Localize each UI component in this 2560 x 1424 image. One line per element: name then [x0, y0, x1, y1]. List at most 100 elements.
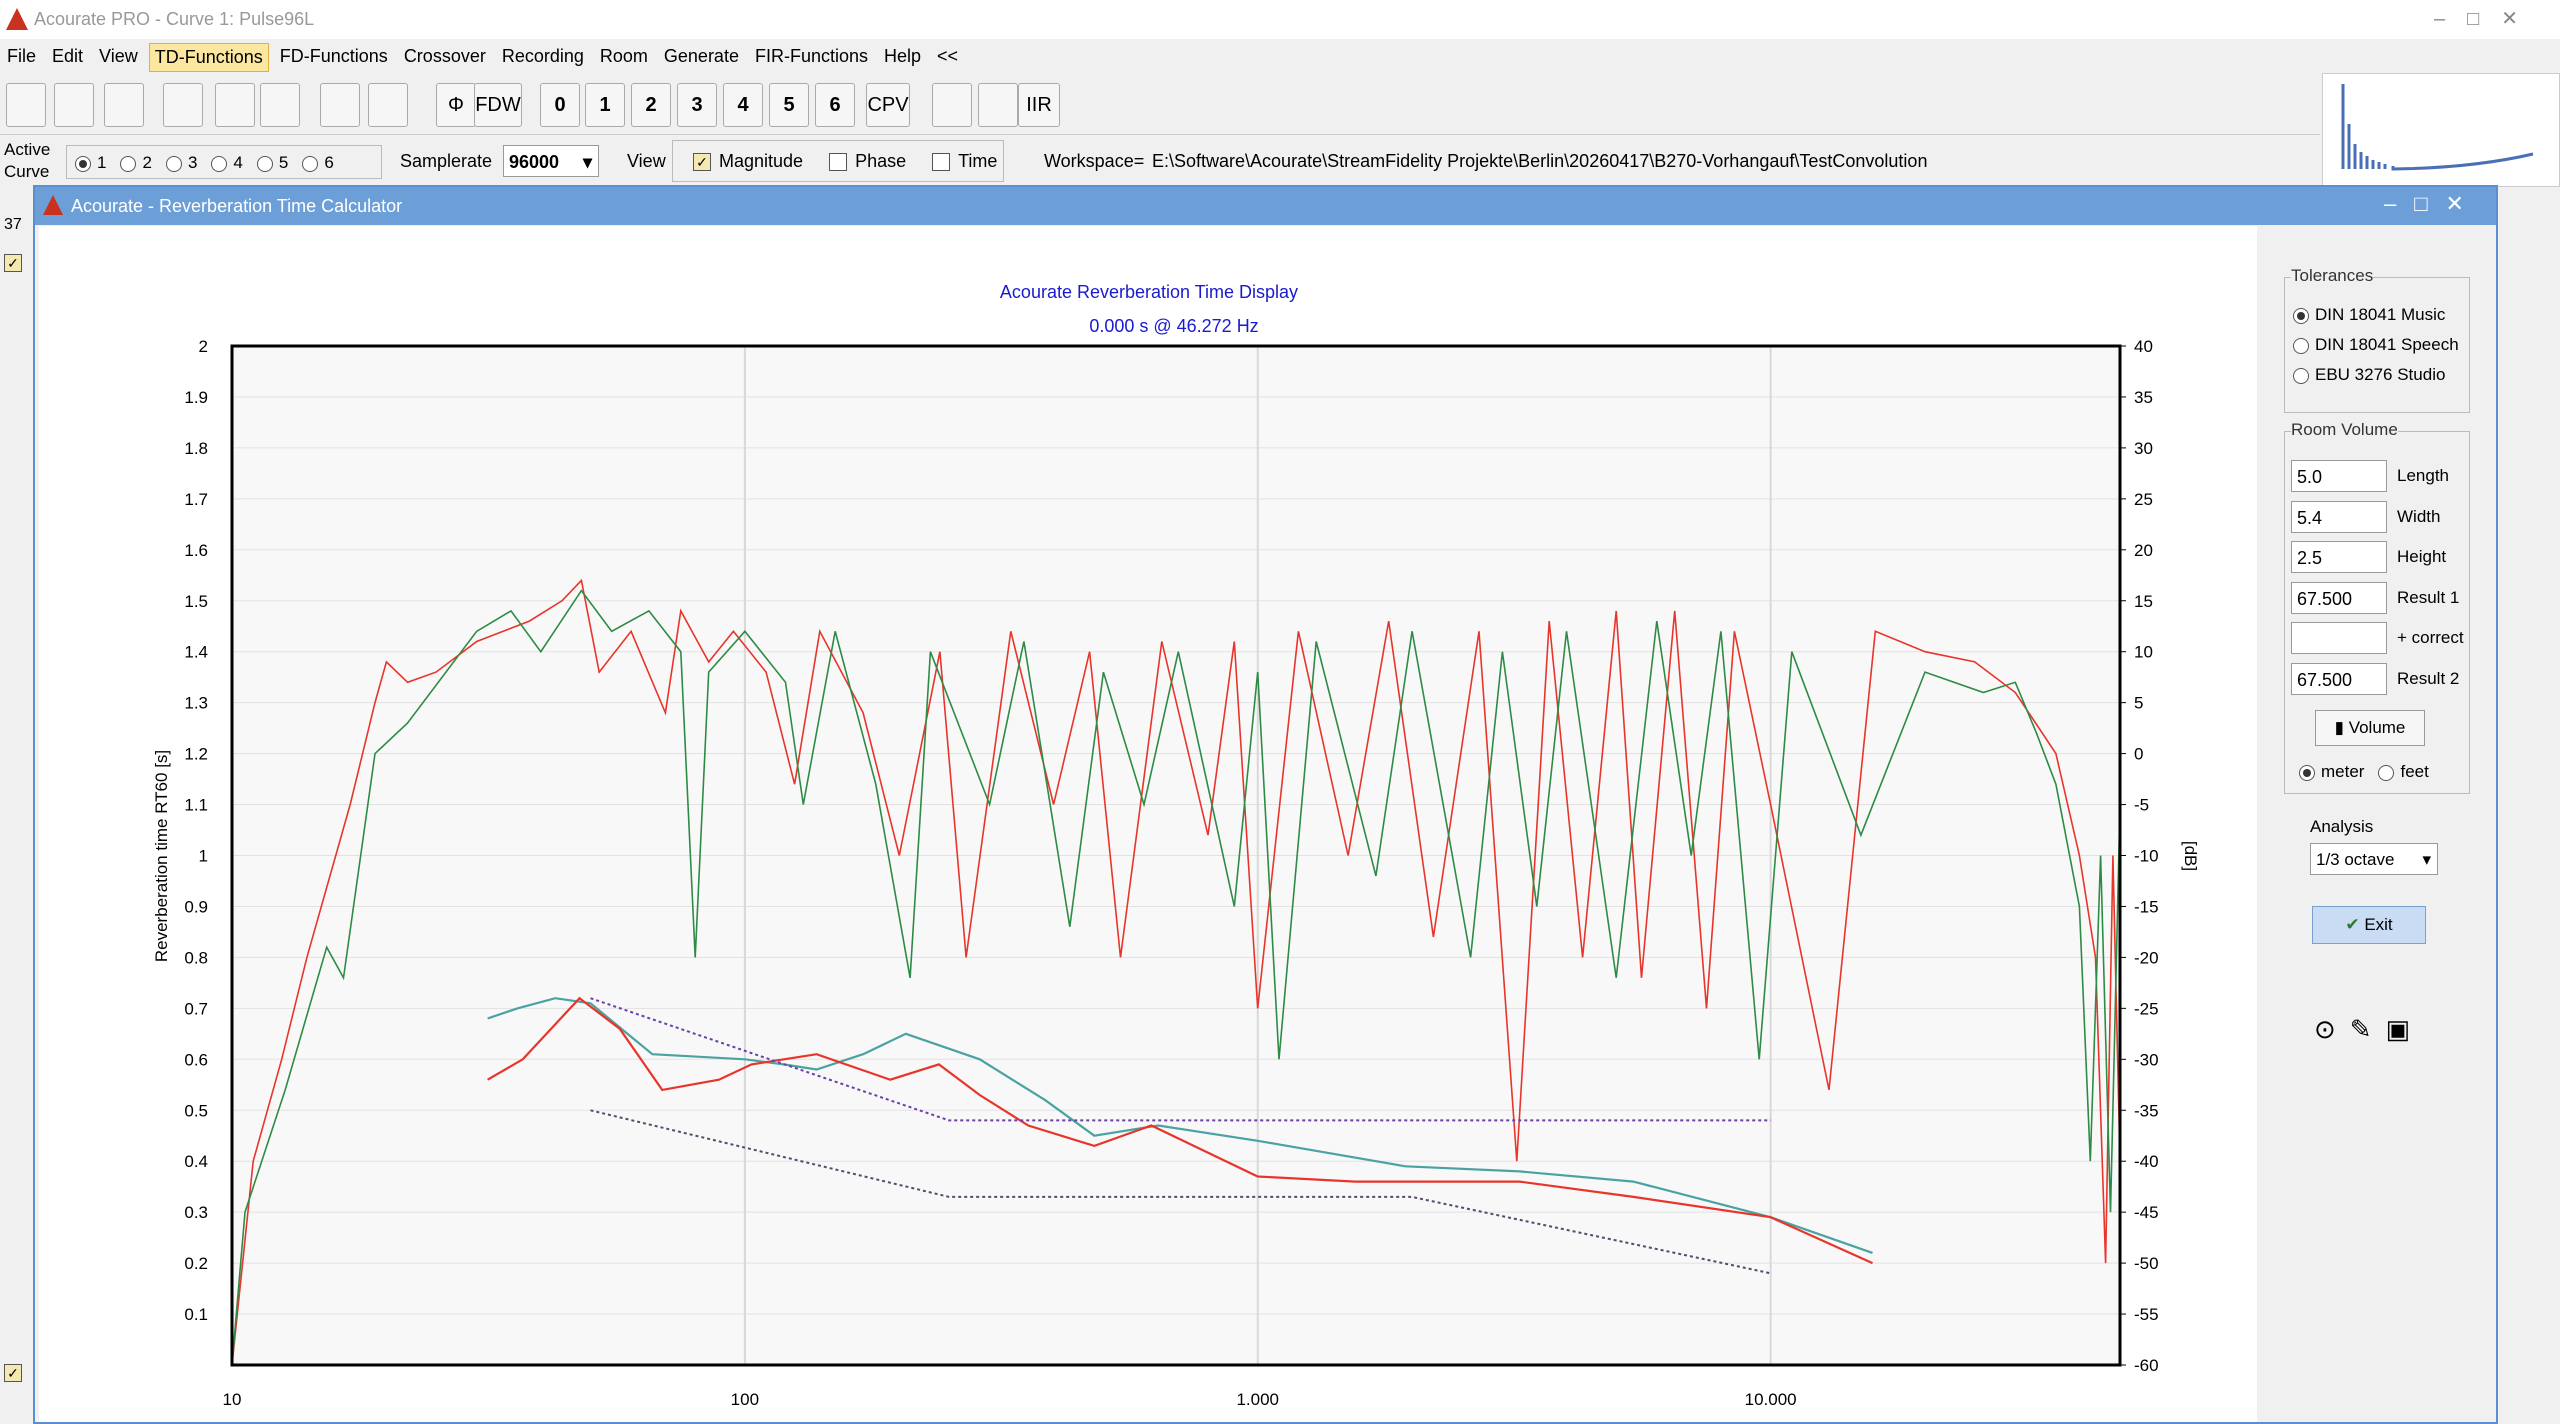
x-tick-label: 10	[223, 1390, 242, 1409]
tool-icon[interactable]	[54, 83, 94, 127]
tolerance-label: EBU 3276 Studio	[2315, 365, 2446, 384]
unit-label: meter	[2321, 762, 2365, 781]
exit-button[interactable]: ✔ Exit	[2312, 906, 2426, 944]
tool-button[interactable]: 6	[815, 83, 855, 127]
radio-dot	[302, 155, 319, 172]
analysis-select[interactable]: 1/3 octave ▾	[2310, 843, 2438, 875]
tool-button[interactable]: 2	[631, 83, 671, 127]
samplerate-select[interactable]: 96000 ▾	[503, 145, 599, 177]
curve-radio[interactable]: 3	[165, 153, 197, 172]
menu-item[interactable]: TD-Functions	[148, 43, 269, 72]
field-value: 2.5	[2297, 548, 2323, 568]
curve-label: 2	[142, 153, 152, 172]
menu-item[interactable]: <<	[937, 46, 959, 66]
radio-dot	[211, 155, 228, 172]
tool-button[interactable]: 1	[585, 83, 625, 127]
menu-item[interactable]: Recording	[501, 46, 584, 66]
y-tick-label: 1.3	[184, 694, 208, 713]
menu-item[interactable]: Crossover	[403, 46, 486, 66]
curve-radio[interactable]: 6	[302, 153, 334, 172]
view-option[interactable]: Phase	[829, 151, 906, 172]
curve-label: 6	[324, 153, 334, 172]
x-tick-label: 1.000	[1236, 1390, 1279, 1409]
curve-label: 1	[97, 153, 107, 172]
field-input[interactable]: 5.4	[2291, 500, 2387, 533]
volume-button[interactable]: ▮ Volume	[2315, 710, 2425, 746]
y2-tick-label: -50	[2134, 1254, 2159, 1273]
series-line	[232, 589, 2120, 1365]
field-input[interactable]: 2.5	[2291, 541, 2387, 573]
y-tick-label: 0.8	[184, 948, 208, 967]
menu-item[interactable]: Help	[884, 46, 922, 66]
y2-tick-label: -25	[2134, 999, 2159, 1018]
preview-thumbnail[interactable]	[2322, 73, 2560, 187]
view-option[interactable]: ✓ Magnitude	[693, 151, 803, 172]
unit-option[interactable]: meter	[2299, 762, 2364, 781]
tool-icon[interactable]	[932, 83, 972, 127]
chart: 0.1 0.2 0.3 0.4 0.5 0.6 0.7 0.8 0.9 1 1.1 1.2 1.3 1.4…	[39, 226, 2257, 1422]
curve-radio[interactable]: 1	[75, 153, 106, 172]
curve-radio[interactable]: 2	[120, 153, 152, 172]
dialog-controls[interactable]: –□✕	[2384, 191, 2482, 216]
menu-item[interactable]: FIR-Functions	[754, 46, 868, 66]
exit-label: Exit	[2364, 915, 2393, 934]
menu-item[interactable]: FD-Functions	[279, 46, 388, 66]
menu-item[interactable]: Room	[599, 46, 648, 66]
tool-button[interactable]: IIR	[1018, 83, 1060, 127]
tool-button[interactable]: 0	[540, 83, 580, 127]
field-input[interactable]	[2291, 622, 2387, 654]
tool-icon[interactable]	[104, 83, 144, 127]
side-checkbox[interactable]: ✓	[4, 1364, 22, 1382]
y2-tick-label: -60	[2134, 1356, 2159, 1375]
tool-icon[interactable]	[320, 83, 360, 127]
y2-tick-label: 35	[2134, 388, 2153, 407]
y-tick-label: 0.2	[184, 1254, 208, 1273]
volume-button-label: Volume	[2348, 718, 2406, 737]
curve-label: 4	[233, 153, 243, 172]
field-input[interactable]: 5.0	[2291, 460, 2387, 492]
tool-icons[interactable]: ⊙✎▣	[2314, 1014, 2425, 1044]
unit-option[interactable]: feet	[2378, 762, 2429, 781]
y-tick-label: 2	[199, 337, 208, 356]
tool-button[interactable]: 5	[769, 83, 809, 127]
workspace-path: E:\Software\Acourate\StreamFidelity Proj…	[1152, 151, 1928, 171]
tolerance-option[interactable]: DIN 18041 Music	[2293, 300, 2459, 330]
tool-icon[interactable]	[260, 83, 300, 127]
y-tick-label: 1.6	[184, 541, 208, 560]
curve-row: Active Curve 1 2 3 4 5 6 Samplerate 96000 ▾ Vi…	[0, 137, 2320, 185]
view-option[interactable]: Time	[932, 151, 997, 172]
side-checkbox[interactable]: ✓	[4, 254, 22, 272]
curve-radio[interactable]: 5	[256, 153, 288, 172]
window-controls[interactable]: –□✕	[2434, 8, 2540, 30]
curve-radio[interactable]: 4	[211, 153, 243, 172]
field-input[interactable]: 67.500	[2291, 581, 2387, 614]
menu-item[interactable]: View	[99, 46, 138, 66]
tolerance-option[interactable]: DIN 18041 Speech	[2293, 330, 2459, 360]
field-input[interactable]: 67.500	[2291, 662, 2387, 695]
tolerance-option[interactable]: EBU 3276 Studio	[2293, 360, 2459, 390]
preview-curve	[2341, 84, 2534, 171]
tool-icon[interactable]	[368, 83, 408, 127]
radio-dot	[256, 155, 273, 172]
radio-dot	[75, 155, 91, 172]
field-label: Height	[2397, 547, 2447, 566]
menu-item[interactable]: Edit	[52, 46, 84, 66]
menu-item[interactable]: Generate	[663, 46, 739, 66]
y2-tick-label: -5	[2134, 796, 2149, 815]
tool-button[interactable]: CPV	[866, 83, 910, 127]
y2-tick-label: 25	[2134, 490, 2153, 509]
y-tick-label: 1.5	[184, 592, 208, 611]
tool-button[interactable]: 3	[677, 83, 717, 127]
y2-tick-label: 5	[2134, 694, 2143, 713]
tool-button[interactable]: 4	[723, 83, 763, 127]
menu-item[interactable]: File	[7, 46, 37, 66]
tool-icon[interactable]	[6, 83, 46, 127]
tool-icon[interactable]	[215, 83, 255, 127]
tool-button[interactable]: FDW	[474, 83, 522, 127]
field-value: 5.4	[2297, 507, 2323, 528]
y2-tick-label: -10	[2134, 847, 2159, 866]
tool-button[interactable]: Φ	[436, 83, 476, 127]
tool-icon[interactable]	[978, 83, 1018, 127]
field-value: 5.0	[2297, 467, 2323, 487]
tool-icon[interactable]	[163, 83, 203, 127]
